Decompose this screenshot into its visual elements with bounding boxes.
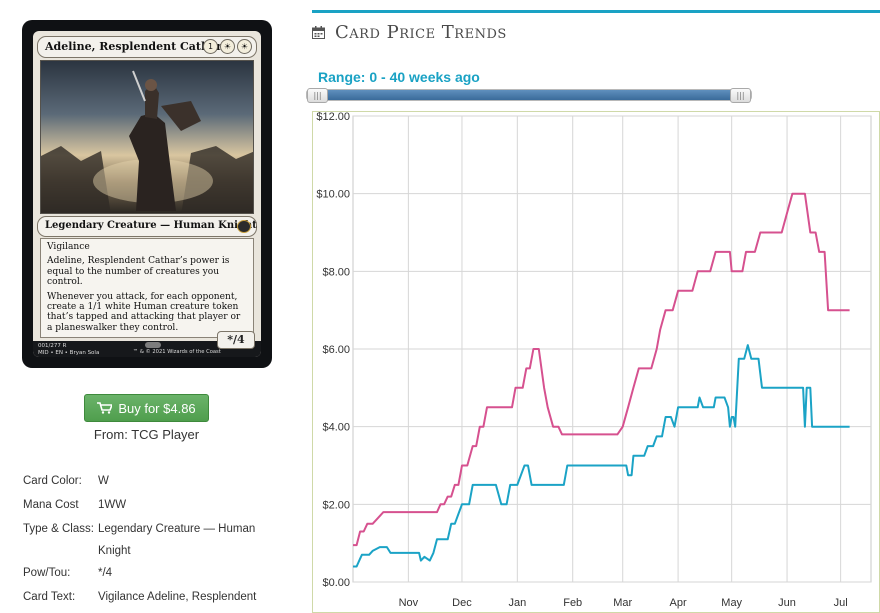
- mana-white-icon: ☀: [220, 39, 235, 54]
- y-tick-label: $2.00: [322, 499, 350, 511]
- buy-button[interactable]: Buy for $4.86: [84, 394, 209, 422]
- detail-value: Vigilance Adeline, Resplendent: [98, 591, 257, 603]
- range-slider-handle-end[interactable]: |||: [730, 88, 751, 103]
- x-tick-label: May: [721, 597, 742, 609]
- range-label: Range: 0 - 40 weeks ago: [318, 69, 480, 85]
- x-tick-label: Jan: [508, 597, 526, 609]
- card-rules-line: Whenever you attack, for each opponent, …: [47, 291, 241, 333]
- artist-brush-icon: [145, 342, 161, 348]
- card-rules-line: Vigilance: [47, 242, 90, 252]
- card-name: Adeline, Resplendent Cathar: [45, 40, 222, 53]
- detail-value: */4: [98, 567, 113, 579]
- card-art: [40, 60, 254, 214]
- card-power-toughness: */4: [217, 331, 255, 349]
- y-tick-label: $8.00: [322, 266, 350, 278]
- buy-source: From: TCG Player: [93, 427, 200, 442]
- set-symbol-icon: [237, 220, 251, 233]
- mana-generic-icon: 1: [203, 39, 218, 54]
- detail-label: Type & Class:: [23, 523, 94, 535]
- range-slider-handle-start[interactable]: |||: [307, 88, 328, 103]
- card-image: Adeline, Resplendent Cathar 1 ☀ ☀ Legend…: [22, 20, 272, 368]
- card-mana-cost: 1 ☀ ☀: [203, 39, 252, 54]
- card-rules-line: Adeline, Resplendent Cathar’s power is e…: [47, 256, 230, 288]
- detail-value: Legendary Creature — Human Knight: [98, 523, 256, 557]
- card-rules-text: Vigilance Adeline, Resplendent Cathar’s …: [40, 238, 254, 338]
- detail-row-card-text: Card Text: Vigilance Adeline, Resplenden…: [23, 586, 283, 610]
- detail-label: Pow/Tou:: [23, 567, 71, 579]
- chart-panel-header: Card Price Trends: [312, 22, 507, 43]
- detail-row-mana-cost: Mana Cost 1WW: [23, 494, 283, 518]
- x-tick-label: Jun: [778, 597, 796, 609]
- calendar-icon: [312, 26, 325, 39]
- card-type-bar: Legendary Creature — Human Knight: [37, 216, 257, 237]
- card-details-table: Card Color: W Mana Cost 1WW Type & Class…: [23, 470, 283, 610]
- knight-art-illustration: [41, 70, 253, 213]
- y-tick-label: $10.00: [316, 189, 350, 201]
- price-trend-chart: $0.00 $2.00 $4.00 $6.00 $8.00 $10.00 $12.00 Nov…: [316, 111, 872, 609]
- detail-row-color: Card Color: W: [23, 470, 283, 494]
- x-tick-label: Nov: [399, 597, 419, 609]
- shopping-cart-icon: [97, 402, 113, 414]
- detail-value: 1WW: [98, 499, 127, 511]
- y-tick-label: $12.00: [316, 111, 350, 123]
- chart-panel-title: Card Price Trends: [335, 22, 507, 43]
- detail-label: Card Text:: [23, 591, 76, 603]
- detail-row-pow-tou: Pow/Tou: */4: [23, 562, 283, 586]
- card-face: Adeline, Resplendent Cathar 1 ☀ ☀ Legend…: [33, 31, 261, 357]
- card-copyright: ™ & © 2021 Wizards of the Coast: [133, 349, 221, 355]
- price-series-line-pink: [353, 192, 850, 547]
- range-slider-selection[interactable]: [318, 90, 738, 100]
- x-tick-label: Mar: [613, 597, 632, 609]
- mana-white-icon: ☀: [237, 39, 252, 54]
- x-tick-label: Feb: [563, 597, 582, 609]
- detail-value: W: [98, 475, 109, 487]
- x-tick-label: Jul: [834, 597, 848, 609]
- price-series-line-teal: [353, 344, 850, 568]
- card-type-line: Legendary Creature — Human Knight: [45, 220, 257, 231]
- detail-label: Mana Cost: [23, 499, 79, 511]
- x-tick-label: Dec: [452, 597, 472, 609]
- x-tick-label: Apr: [670, 597, 687, 609]
- buy-button-label: Buy for $4.86: [118, 400, 196, 416]
- section-divider: [312, 10, 880, 13]
- detail-row-type: Type & Class: Legendary Creature — Human…: [23, 518, 283, 562]
- y-tick-label: $6.00: [322, 344, 350, 356]
- detail-label: Card Color:: [23, 475, 82, 487]
- card-footer-strip: [33, 341, 261, 357]
- card-collector-info: 001/277 R MID • EN • Bryan Sola: [38, 343, 100, 356]
- y-tick-label: $0.00: [322, 577, 350, 589]
- card-title-bar: Adeline, Resplendent Cathar 1 ☀ ☀: [37, 36, 257, 58]
- y-tick-label: $4.00: [322, 422, 350, 434]
